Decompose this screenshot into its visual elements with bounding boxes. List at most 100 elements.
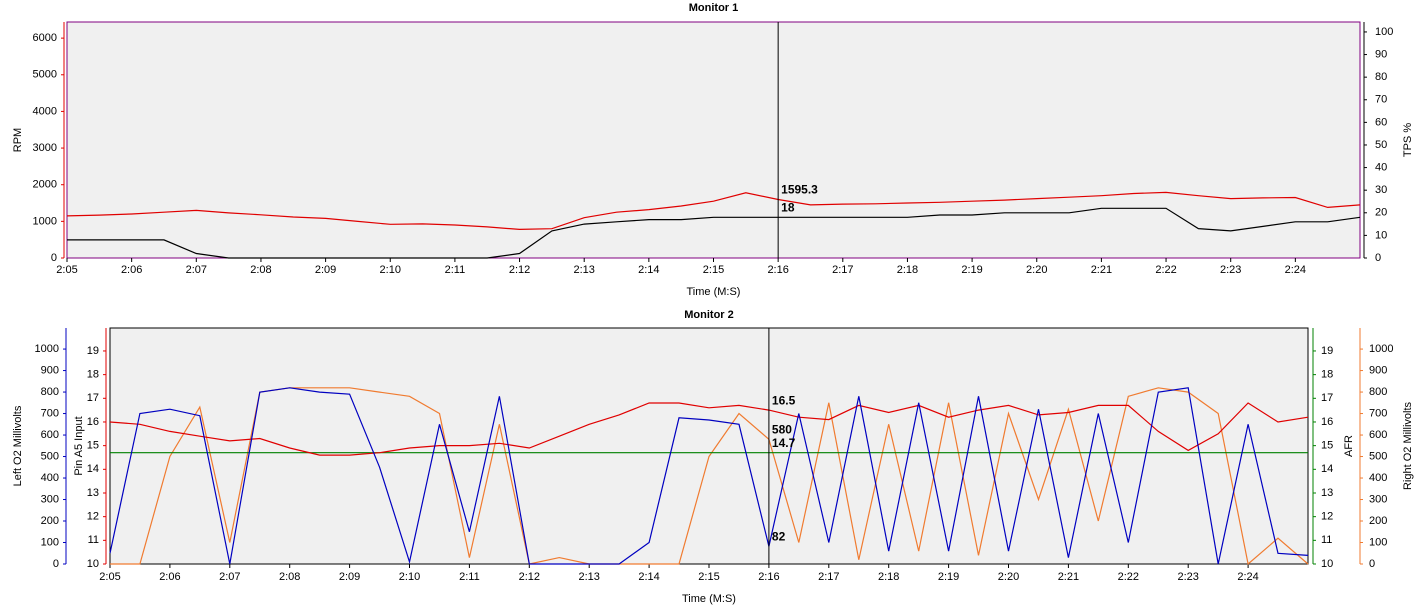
- x-tick-label: 2:09: [315, 264, 336, 276]
- y-tick-label: 200: [1369, 515, 1387, 527]
- x-tick-label: 2:08: [279, 571, 300, 583]
- series-line: [67, 207, 1361, 259]
- x-tick-label: 2:08: [250, 264, 271, 276]
- y-tick-label: 300: [1369, 493, 1387, 505]
- x-tick-label: 2:12: [519, 571, 540, 583]
- series-line: [109, 402, 1309, 456]
- x-tick-label: 2:13: [573, 264, 594, 276]
- x-tick-label: 2:10: [380, 264, 401, 276]
- y-tick-label: 0: [1369, 558, 1375, 570]
- y-tick-label: 11: [88, 534, 99, 546]
- x-tick-label: 2:21: [1091, 264, 1112, 276]
- y-tick-label: 17: [1321, 392, 1333, 404]
- y-tick-label: 100: [41, 536, 59, 548]
- y-tick-label: 1000: [35, 343, 59, 355]
- x-tick-label: 2:15: [703, 264, 724, 276]
- y-tick-label: 300: [41, 493, 59, 505]
- y-tick-label: 700: [41, 407, 59, 419]
- x-tick-label: 2:07: [219, 571, 240, 583]
- y-tick-label: 13: [87, 487, 99, 499]
- chart-title: Monitor 2: [684, 309, 734, 321]
- x-tick-label: 2:11: [445, 264, 466, 276]
- y-axis-title: Right O2 Millivolts: [1402, 401, 1414, 490]
- x-tick-label: 2:09: [339, 571, 360, 583]
- y-tick-label: 19: [1321, 345, 1333, 357]
- y-tick-label: 5000: [33, 69, 57, 81]
- x-tick-label: 2:16: [767, 264, 788, 276]
- y-tick-label: 4000: [33, 105, 57, 117]
- series-line: [109, 387, 1309, 565]
- x-tick-label: 2:24: [1237, 571, 1258, 583]
- series-line: [66, 191, 1361, 231]
- y-tick-label: 2000: [33, 179, 57, 191]
- y-tick-label: 40: [1375, 161, 1387, 173]
- y-tick-label: 6000: [33, 32, 57, 44]
- x-tick-label: 2:14: [638, 571, 659, 583]
- y-tick-label: 600: [1369, 429, 1387, 441]
- chart-title: Monitor 1: [689, 2, 739, 14]
- y-tick-label: 1000: [33, 215, 57, 227]
- cursor-readout: 580: [772, 423, 792, 437]
- y-tick-label: 10: [1375, 229, 1387, 241]
- y-axis-title: TPS %: [1402, 123, 1414, 157]
- y-axis-title: AFR: [1343, 435, 1355, 457]
- y-tick-label: 1000: [1369, 343, 1393, 355]
- x-tick-label: 2:17: [818, 571, 839, 583]
- x-tick-label: 2:06: [121, 264, 142, 276]
- y-axis-title: Pin A5 Input: [73, 416, 85, 475]
- y-tick-label: 14: [1321, 463, 1333, 475]
- y-tick-label: 400: [1369, 472, 1387, 484]
- x-tick-label: 2:11: [459, 571, 480, 583]
- x-tick-label: 2:21: [1058, 571, 1079, 583]
- y-tick-label: 19: [87, 345, 99, 357]
- x-tick-label: 2:10: [399, 571, 420, 583]
- y-tick-label: 14: [87, 463, 99, 475]
- x-tick-label: 2:20: [1026, 264, 1047, 276]
- x-tick-label: 2:05: [99, 571, 120, 583]
- y-tick-label: 70: [1375, 94, 1387, 106]
- x-tick-label: 2:13: [578, 571, 599, 583]
- plot-area: [66, 21, 1361, 259]
- x-tick-label: 2:19: [938, 571, 959, 583]
- x-tick-label: 2:12: [509, 264, 530, 276]
- x-tick-label: 2:18: [878, 571, 899, 583]
- y-tick-label: 15: [1321, 440, 1333, 452]
- y-tick-label: 500: [41, 450, 59, 462]
- y-tick-label: 15: [87, 440, 99, 452]
- y-tick-label: 16: [1321, 416, 1333, 428]
- x-tick-label: 2:19: [961, 264, 982, 276]
- y-tick-label: 600: [41, 429, 59, 441]
- y-tick-label: 16: [87, 416, 99, 428]
- x-tick-label: 2:18: [897, 264, 918, 276]
- x-tick-label: 2:22: [1155, 264, 1176, 276]
- x-tick-label: 2:06: [159, 571, 180, 583]
- x-tick-label: 2:24: [1285, 264, 1306, 276]
- y-tick-label: 400: [41, 472, 59, 484]
- x-tick-label: 2:07: [186, 264, 207, 276]
- y-tick-label: 700: [1369, 407, 1387, 419]
- x-tick-label: 2:15: [698, 571, 719, 583]
- y-tick-label: 18: [1321, 369, 1333, 381]
- cursor-readout: 16.5: [772, 393, 796, 407]
- plot-area: [109, 327, 1309, 565]
- x-tick-label: 2:16: [758, 571, 779, 583]
- y-tick-label: 60: [1375, 116, 1387, 128]
- cursor-readout: 14.7: [772, 436, 796, 450]
- y-tick-label: 800: [1369, 386, 1387, 398]
- x-tick-label: 2:22: [1118, 571, 1139, 583]
- y-tick-label: 18: [87, 369, 99, 381]
- y-tick-label: 100: [1369, 536, 1387, 548]
- y-tick-label: 13: [1321, 487, 1333, 499]
- series-line: [110, 387, 1309, 566]
- x-tick-label: 2:23: [1220, 264, 1241, 276]
- y-tick-label: 10: [1321, 558, 1333, 570]
- y-tick-label: 12: [1321, 511, 1333, 523]
- x-axis-title: Time (M:S): [687, 286, 741, 298]
- y-tick-label: 11: [1321, 534, 1332, 546]
- cursor-readout: 1595.3: [781, 183, 818, 197]
- y-tick-label: 50: [1375, 139, 1387, 151]
- y-axis-title: Left O2 Millivolts: [12, 405, 24, 486]
- cursor-readout: 18: [781, 200, 795, 214]
- y-tick-label: 90: [1375, 48, 1387, 60]
